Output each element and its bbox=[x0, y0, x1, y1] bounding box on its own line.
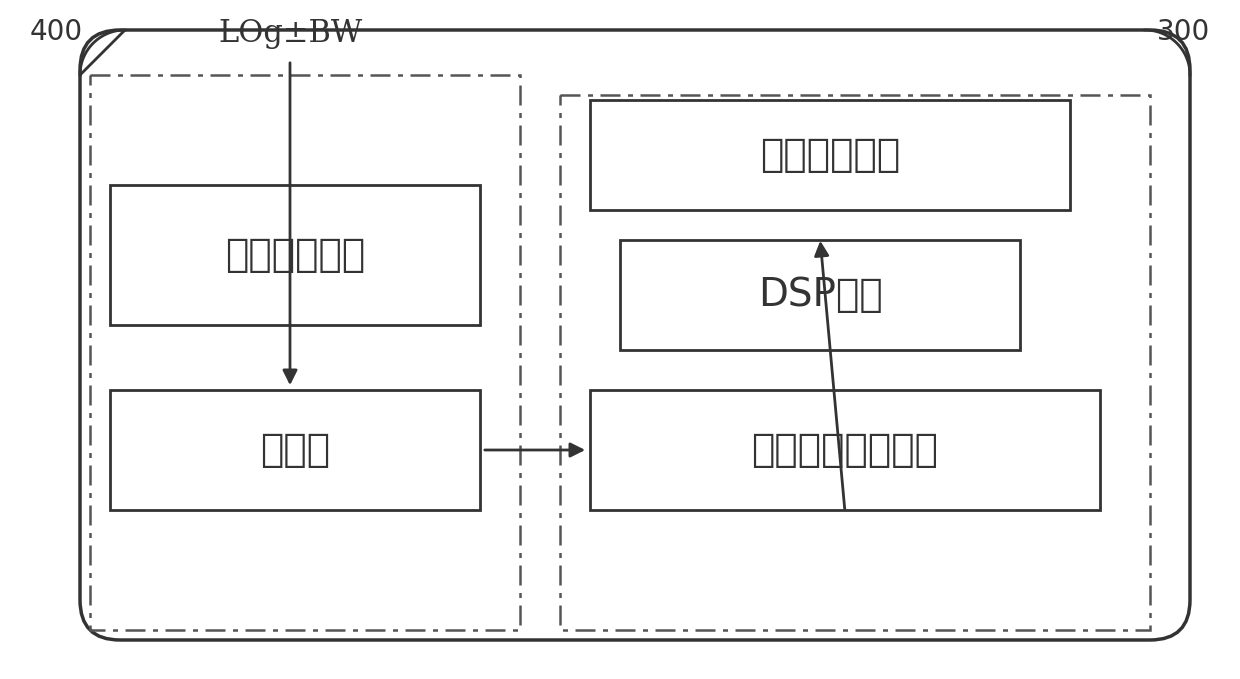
Bar bbox=[590, 100, 1070, 210]
Text: 400: 400 bbox=[30, 18, 83, 46]
Text: 本振频率电路: 本振频率电路 bbox=[224, 236, 365, 274]
Bar bbox=[590, 390, 1100, 510]
FancyBboxPatch shape bbox=[81, 30, 1190, 640]
Text: 有源低通滤波电路: 有源低通滤波电路 bbox=[751, 431, 939, 469]
Text: LOg±BW: LOg±BW bbox=[218, 18, 362, 49]
Text: 混频器: 混频器 bbox=[260, 431, 330, 469]
Bar bbox=[110, 390, 480, 510]
Text: DSP芋片: DSP芋片 bbox=[758, 276, 883, 314]
Bar bbox=[620, 240, 1021, 350]
Bar bbox=[91, 75, 520, 630]
Text: 300: 300 bbox=[1157, 18, 1210, 46]
Bar bbox=[110, 185, 480, 325]
Bar bbox=[560, 95, 1149, 630]
Text: 谐调电平芋片: 谐调电平芋片 bbox=[760, 136, 900, 174]
